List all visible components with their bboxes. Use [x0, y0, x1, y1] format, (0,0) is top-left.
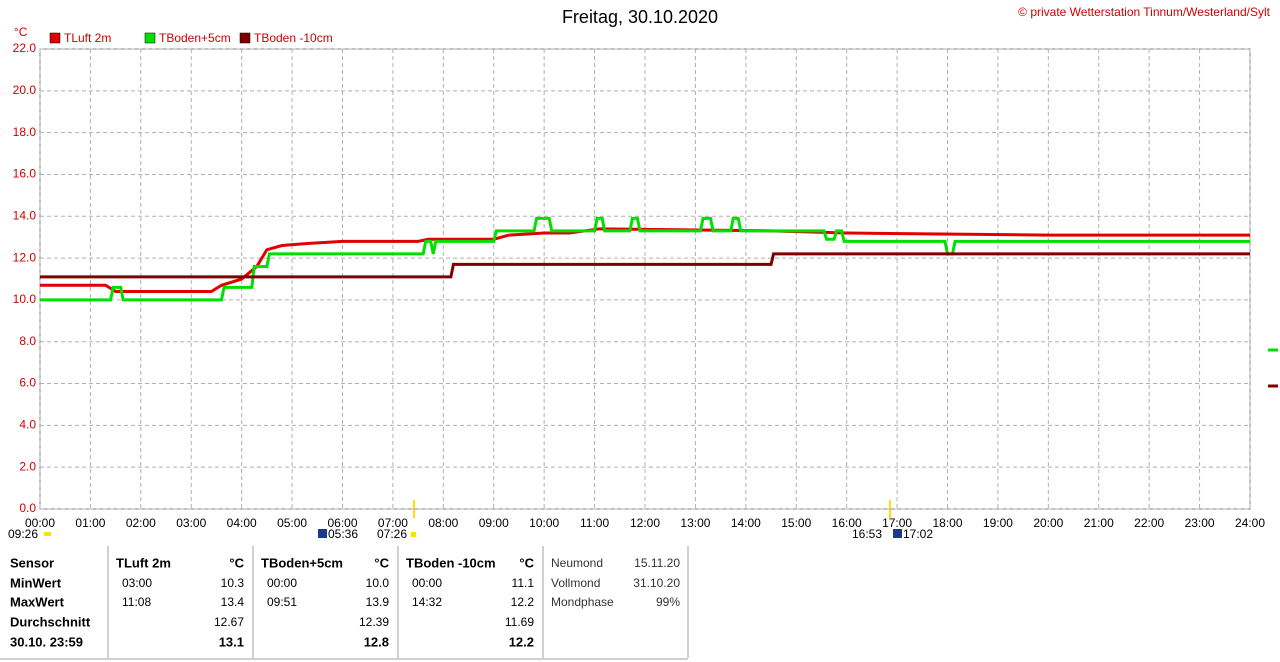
y-tick-label: 0.0: [19, 501, 36, 515]
x-tick-label: 23:00: [1185, 516, 1215, 530]
x-tick-label: 12:00: [630, 516, 660, 530]
min-value: 10.0: [366, 576, 390, 590]
x-tick-label: 02:00: [126, 516, 156, 530]
y-tick-label: 6.0: [19, 376, 36, 390]
x-tick-label: 10:00: [529, 516, 559, 530]
min-time: 00:00: [412, 576, 442, 590]
annotation: 07:26: [377, 527, 407, 541]
y-tick-label: 16.0: [13, 167, 37, 181]
row-label: MaxWert: [10, 594, 65, 609]
x-tick-label: 16:00: [832, 516, 862, 530]
max-value: 13.4: [221, 595, 245, 609]
y-tick-label: 4.0: [19, 418, 36, 432]
x-tick-label: 14:00: [731, 516, 761, 530]
annotation: 16:53: [852, 527, 882, 541]
annotation: 09:26: [8, 527, 38, 541]
y-tick-label: 14.0: [13, 208, 37, 222]
moon-label: Mondphase: [551, 595, 614, 609]
max-time: 14:32: [412, 595, 442, 609]
x-tick-label: 11:00: [580, 516, 609, 530]
legend-swatch: [49, 32, 61, 44]
x-tick-label: 21:00: [1084, 516, 1114, 530]
y-unit: °C: [14, 25, 28, 39]
series-line: [40, 216, 1250, 302]
avg-value: 12.67: [214, 615, 244, 629]
last-value: 12.2: [509, 634, 534, 649]
legend-swatch: [239, 32, 251, 44]
legend-label: TBoden+5cm: [159, 31, 231, 45]
x-tick-label: 15:00: [781, 516, 811, 530]
last-value: 13.1: [219, 634, 244, 649]
x-tick-label: 22:00: [1134, 516, 1164, 530]
x-tick-label: 03:00: [176, 516, 206, 530]
max-value: 13.9: [366, 595, 390, 609]
y-tick-label: 12.0: [13, 250, 37, 264]
sensor-name: TLuft 2m: [116, 555, 171, 570]
sensor-name: TBoden+5cm: [261, 555, 343, 570]
moon-label: Neumond: [551, 556, 603, 570]
y-tick-label: 2.0: [19, 459, 36, 473]
row-label: MinWert: [10, 575, 62, 590]
legend-label: TBoden -10cm: [254, 31, 333, 45]
sensor-name: TBoden -10cm: [406, 555, 496, 570]
x-tick-label: 20:00: [1033, 516, 1063, 530]
y-tick-label: 20.0: [13, 83, 37, 97]
max-time: 09:51: [267, 595, 297, 609]
x-tick-label: 07:00: [378, 516, 408, 530]
x-tick-label: 24:00: [1235, 516, 1265, 530]
legend-label: TLuft 2m: [64, 31, 111, 45]
x-tick-label: 19:00: [983, 516, 1013, 530]
avg-value: 11.69: [505, 615, 534, 629]
row-label: 30.10. 23:59: [10, 634, 83, 649]
x-tick-label: 17:00: [882, 516, 912, 530]
sensor-unit: °C: [229, 555, 244, 570]
x-tick-label: 06:00: [327, 516, 357, 530]
x-tick-label: 00:00: [25, 516, 55, 530]
y-tick-label: 10.0: [13, 292, 37, 306]
max-time: 11:08: [122, 595, 151, 609]
annotation: 05:36: [328, 527, 358, 541]
moon-value: 31.10.20: [633, 576, 680, 590]
moon-icon: [893, 529, 902, 538]
row-label: Durchschnitt: [10, 614, 91, 629]
x-tick-label: 09:00: [479, 516, 509, 530]
y-tick-label: 18.0: [13, 125, 37, 139]
legend-swatch: [144, 32, 156, 44]
x-tick-label: 01:00: [75, 516, 105, 530]
stats-table: [0, 546, 689, 660]
sensor-unit: °C: [374, 555, 389, 570]
y-tick-label: 22.0: [13, 41, 37, 55]
max-value: 12.2: [511, 595, 535, 609]
moon-label: Vollmond: [551, 576, 600, 590]
last-value: 12.8: [364, 634, 389, 649]
min-value: 11.1: [512, 576, 535, 590]
min-value: 10.3: [221, 576, 245, 590]
y-tick-label: 8.0: [19, 334, 36, 348]
sensor-unit: °C: [519, 555, 534, 570]
x-tick-label: 08:00: [428, 516, 458, 530]
moon-icon: [318, 529, 327, 538]
annotation: 17:02: [903, 527, 933, 541]
plot-frame: [39, 48, 1251, 510]
chart-title: Freitag, 30.10.2020: [562, 7, 718, 27]
moon-value: 15.11.20: [634, 556, 680, 570]
avg-value: 12.39: [359, 615, 389, 629]
sun-icon: [411, 532, 416, 537]
x-tick-label: 13:00: [680, 516, 710, 530]
moon-value: 99%: [656, 595, 680, 609]
series-line: [40, 252, 1250, 279]
table-header: Sensor: [10, 555, 54, 570]
sun-icon: [44, 532, 51, 536]
min-time: 00:00: [267, 576, 297, 590]
x-tick-label: 05:00: [277, 516, 307, 530]
min-time: 03:00: [122, 576, 152, 590]
x-tick-label: 04:00: [227, 516, 257, 530]
x-tick-label: 18:00: [932, 516, 962, 530]
credit: © private Wetterstation Tinnum/Westerlan…: [1018, 5, 1271, 19]
